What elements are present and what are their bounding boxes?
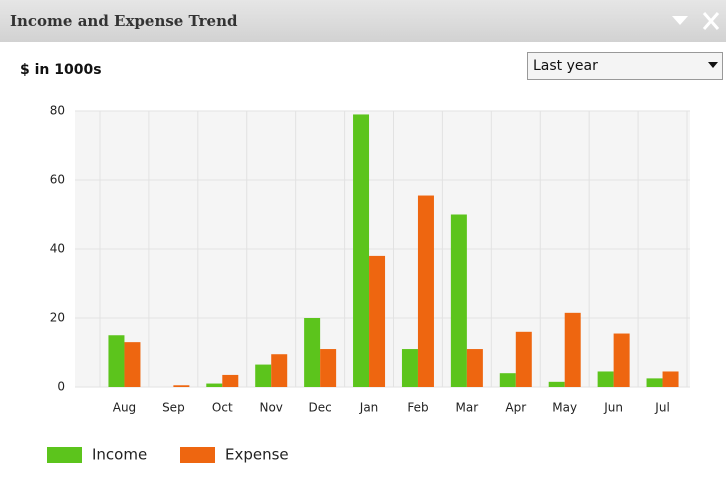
legend-swatch	[180, 447, 215, 463]
bar	[548, 381, 565, 387]
legend-label: Income	[92, 446, 147, 464]
y-tick-label: 0	[57, 380, 65, 394]
bar	[466, 349, 483, 387]
bar	[662, 371, 679, 387]
bar	[320, 349, 337, 387]
x-tick-label: Oct	[212, 401, 233, 415]
y-tick-label: 80	[50, 104, 65, 118]
bar	[271, 354, 288, 387]
bar	[597, 371, 614, 387]
x-tick-label: Aug	[113, 401, 136, 415]
bar	[450, 214, 467, 387]
bar	[304, 318, 321, 387]
bar	[646, 378, 663, 387]
bar	[613, 333, 630, 387]
x-tick-label: Jun	[603, 401, 623, 415]
collapse-button[interactable]	[672, 16, 688, 25]
legend-label: Expense	[225, 446, 289, 464]
y-tick-label: 40	[50, 242, 65, 256]
x-tick-label: Dec	[309, 401, 332, 415]
x-tick-label: Mar	[456, 401, 479, 415]
x-tick-label: May	[552, 401, 577, 415]
bar	[499, 373, 516, 387]
bar	[206, 383, 223, 387]
x-tick-label: Jan	[359, 401, 379, 415]
dropdown[interactable]: Last year	[527, 52, 723, 80]
bar	[173, 385, 190, 387]
bar	[255, 364, 272, 387]
close-button[interactable]	[702, 12, 720, 30]
bar	[401, 349, 418, 387]
legend-swatch	[47, 447, 82, 463]
x-tick-label: Feb	[407, 401, 428, 415]
x-tick-label: Jul	[654, 401, 669, 415]
y-tick-label: 20	[50, 311, 65, 325]
dropdown-value[interactable]: Last year	[533, 58, 598, 74]
bar	[515, 331, 532, 387]
x-tick-label: Nov	[259, 401, 282, 415]
panel-title: Income and Expense Trend	[10, 12, 238, 30]
bar	[369, 255, 386, 387]
y-tick-label: 60	[50, 173, 65, 187]
bar	[222, 374, 239, 387]
dropdown-box[interactable]	[527, 52, 723, 80]
bar	[417, 195, 434, 387]
header-bar	[0, 0, 726, 42]
bar	[124, 342, 141, 387]
dropdown-arrow[interactable]	[708, 62, 718, 68]
subtitle: $ in 1000s	[20, 62, 102, 78]
bar	[108, 335, 125, 387]
bar	[564, 312, 581, 387]
bar	[353, 114, 370, 387]
x-tick-label: Sep	[162, 401, 185, 415]
x-tick-label: Apr	[505, 401, 526, 415]
